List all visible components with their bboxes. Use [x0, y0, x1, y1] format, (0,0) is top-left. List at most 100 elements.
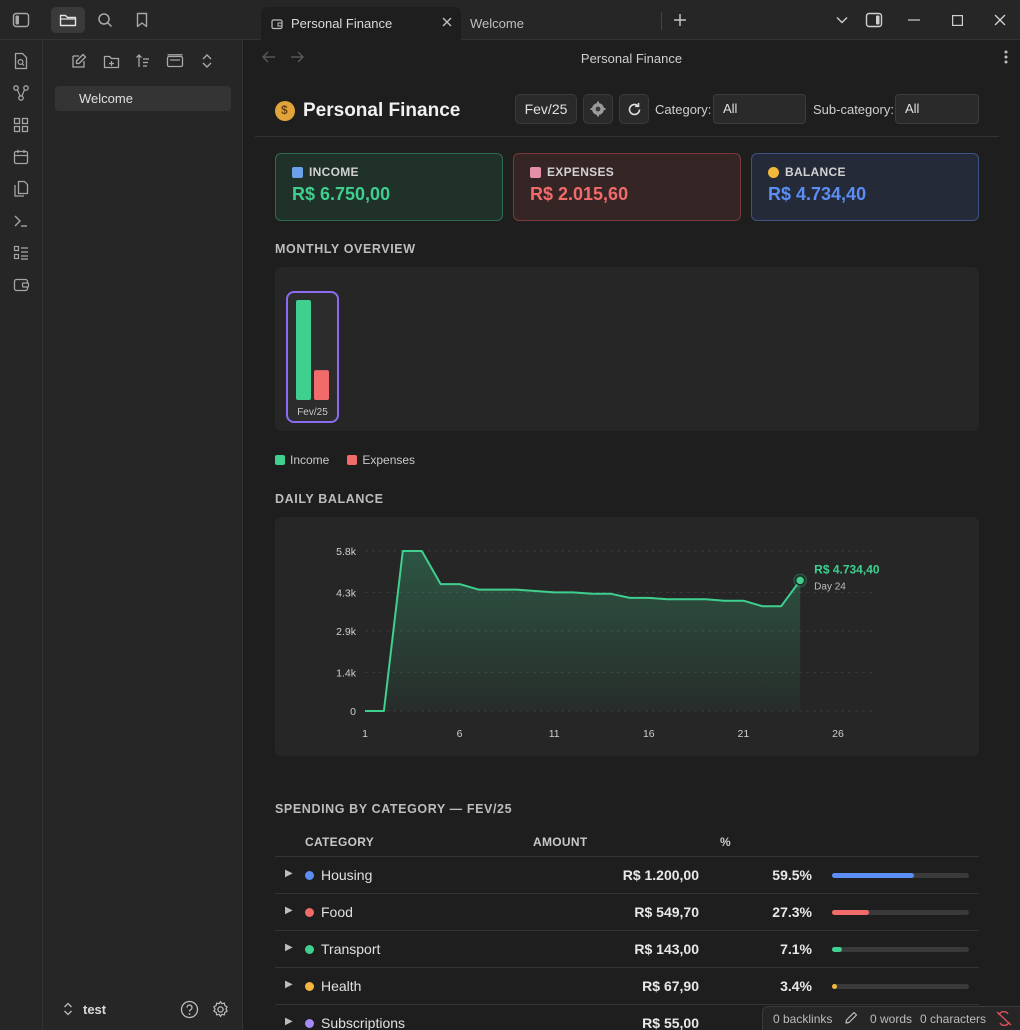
x-tick-label: 26: [832, 728, 844, 740]
legend-swatch: [347, 455, 358, 465]
back-arrow-icon[interactable]: [262, 50, 276, 68]
category-percent: 59.5%: [772, 867, 812, 883]
bar-income: [296, 300, 311, 400]
balance-card: BALANCE R$ 4.734,40: [751, 153, 979, 221]
new-tab-icon[interactable]: [665, 8, 695, 32]
daily-balance-chart: 01.4k2.9k4.3k5.8k1 6 11 16 21 26R$ 4.734,40Da…: [336, 546, 880, 740]
help-icon[interactable]: [180, 1000, 199, 1022]
category-percent: 27.3%: [772, 904, 812, 920]
balance-area: [365, 551, 801, 711]
page-title: Personal Finance: [275, 100, 460, 122]
file-item-welcome[interactable]: Welcome: [55, 86, 231, 111]
more-options-icon[interactable]: [1004, 50, 1008, 67]
auto-reveal-icon[interactable]: [163, 50, 187, 72]
bar-expenses: [314, 370, 329, 400]
table-row[interactable]: ▶ Subscriptions R$ 55,00: [275, 1004, 979, 1030]
tab-welcome[interactable]: Welcome: [460, 7, 660, 40]
wallet-icon[interactable]: [9, 273, 33, 297]
share-bar-track: [832, 947, 969, 952]
expand-caret-icon[interactable]: ▶: [285, 942, 293, 953]
toggle-right-sidebar-icon[interactable]: [859, 8, 889, 32]
canvas-icon[interactable]: [9, 113, 33, 137]
share-bar-track: [832, 910, 969, 915]
vault-switcher[interactable]: test: [43, 990, 243, 1030]
x-tick-label: 1: [362, 728, 368, 740]
expand-caret-icon[interactable]: ▶: [285, 905, 293, 916]
monthly-bar-chart: Fev/25: [286, 291, 339, 423]
wallet-icon: [271, 18, 283, 29]
category-name: Transport: [321, 941, 381, 957]
view-title: Personal Finance: [580, 51, 683, 66]
graph-view-icon[interactable]: [9, 81, 33, 105]
category-amount: R$ 143,00: [634, 941, 699, 957]
calendar-icon[interactable]: [9, 145, 33, 169]
sort-icon[interactable]: [131, 50, 155, 72]
legend-expenses: Expenses: [347, 453, 415, 467]
table-row[interactable]: ▶ Health R$ 67,90 3.4%: [275, 967, 979, 1004]
expand-caret-icon[interactable]: ▶: [285, 979, 293, 990]
file-item-label: Welcome: [79, 91, 133, 106]
monthly-chart-panel: Fev/25: [275, 267, 979, 431]
table-row[interactable]: ▶ Housing R$ 1.200,00 59.5%: [275, 856, 979, 893]
close-tab-icon[interactable]: [441, 16, 453, 31]
vault-chevron-icon: [63, 1002, 73, 1019]
table-row[interactable]: ▶ Food R$ 549,70 27.3%: [275, 893, 979, 930]
edit-pencil-icon[interactable]: [843, 1010, 859, 1029]
task-list-icon[interactable]: [9, 241, 33, 265]
legend-income: Income: [275, 453, 329, 467]
share-bar-fill: [832, 873, 914, 878]
category-color-dot: [305, 871, 314, 880]
character-count: 0 characters: [920, 1012, 987, 1026]
refresh-button[interactable]: [619, 94, 649, 124]
col-header-amount: AMOUNT: [533, 835, 588, 849]
col-header-category: CATEGORY: [305, 835, 375, 849]
close-window-icon[interactable]: [985, 8, 1015, 32]
daily-balance-title: DAILY BALANCE: [275, 492, 384, 506]
spending-title: SPENDING BY CATEGORY — FEV/25: [275, 802, 513, 816]
new-folder-icon[interactable]: [99, 50, 123, 72]
month-selector[interactable]: Fev/25: [515, 94, 577, 124]
terminal-icon[interactable]: [9, 209, 33, 233]
subcategory-label: Sub-category:: [813, 102, 894, 117]
x-tick-label: 16: [643, 728, 655, 740]
sync-error-icon[interactable]: [996, 1010, 1012, 1029]
category-amount: R$ 1.200,00: [622, 867, 699, 883]
annotation-value: R$ 4.734,40: [814, 562, 880, 576]
tab-list-chevron-icon[interactable]: [827, 8, 857, 32]
category-color-dot: [305, 1019, 314, 1028]
toggle-sidebar-icon[interactable]: [4, 7, 38, 33]
maximize-icon[interactable]: [942, 8, 972, 32]
minimize-icon[interactable]: [899, 8, 929, 32]
settings-button[interactable]: [583, 94, 613, 124]
legend-swatch: [275, 455, 285, 465]
last-point-marker: [794, 575, 806, 586]
settings-gear-icon[interactable]: [211, 1000, 230, 1022]
category-value: All: [723, 101, 738, 116]
quick-switcher-icon[interactable]: [9, 49, 33, 73]
category-select[interactable]: All: [713, 94, 806, 124]
monthly-overview-title: MONTHLY OVERVIEW: [275, 242, 416, 256]
subcategory-select[interactable]: All: [895, 94, 979, 124]
copy-files-icon[interactable]: [9, 177, 33, 201]
header-divider: [255, 136, 999, 137]
expand-caret-icon[interactable]: ▶: [285, 868, 293, 879]
bookmark-icon[interactable]: [125, 7, 159, 33]
legend-label: Expenses: [362, 453, 416, 467]
expenses-value: R$ 2.015,60: [530, 184, 629, 204]
y-tick-label: 2.9k: [336, 626, 357, 638]
category-name: Housing: [321, 867, 373, 883]
y-tick-label: 1.4k: [336, 667, 357, 679]
table-row[interactable]: ▶ Transport R$ 143,00 7.1%: [275, 930, 979, 967]
balance-value: R$ 4.734,40: [768, 184, 867, 204]
search-icon[interactable]: [88, 7, 122, 33]
legend-label: Income: [290, 453, 330, 467]
folder-icon[interactable]: [51, 7, 85, 33]
forward-arrow-icon[interactable]: [290, 50, 304, 68]
tab-personal-finance[interactable]: Personal Finance: [261, 7, 461, 40]
expand-caret-icon[interactable]: ▶: [285, 1016, 293, 1027]
month-label: Fev/25: [524, 101, 568, 117]
share-bar-track: [832, 873, 969, 878]
collapse-all-icon[interactable]: [195, 50, 219, 72]
new-note-icon[interactable]: [67, 50, 91, 72]
category-amount: R$ 67,90: [642, 978, 699, 994]
